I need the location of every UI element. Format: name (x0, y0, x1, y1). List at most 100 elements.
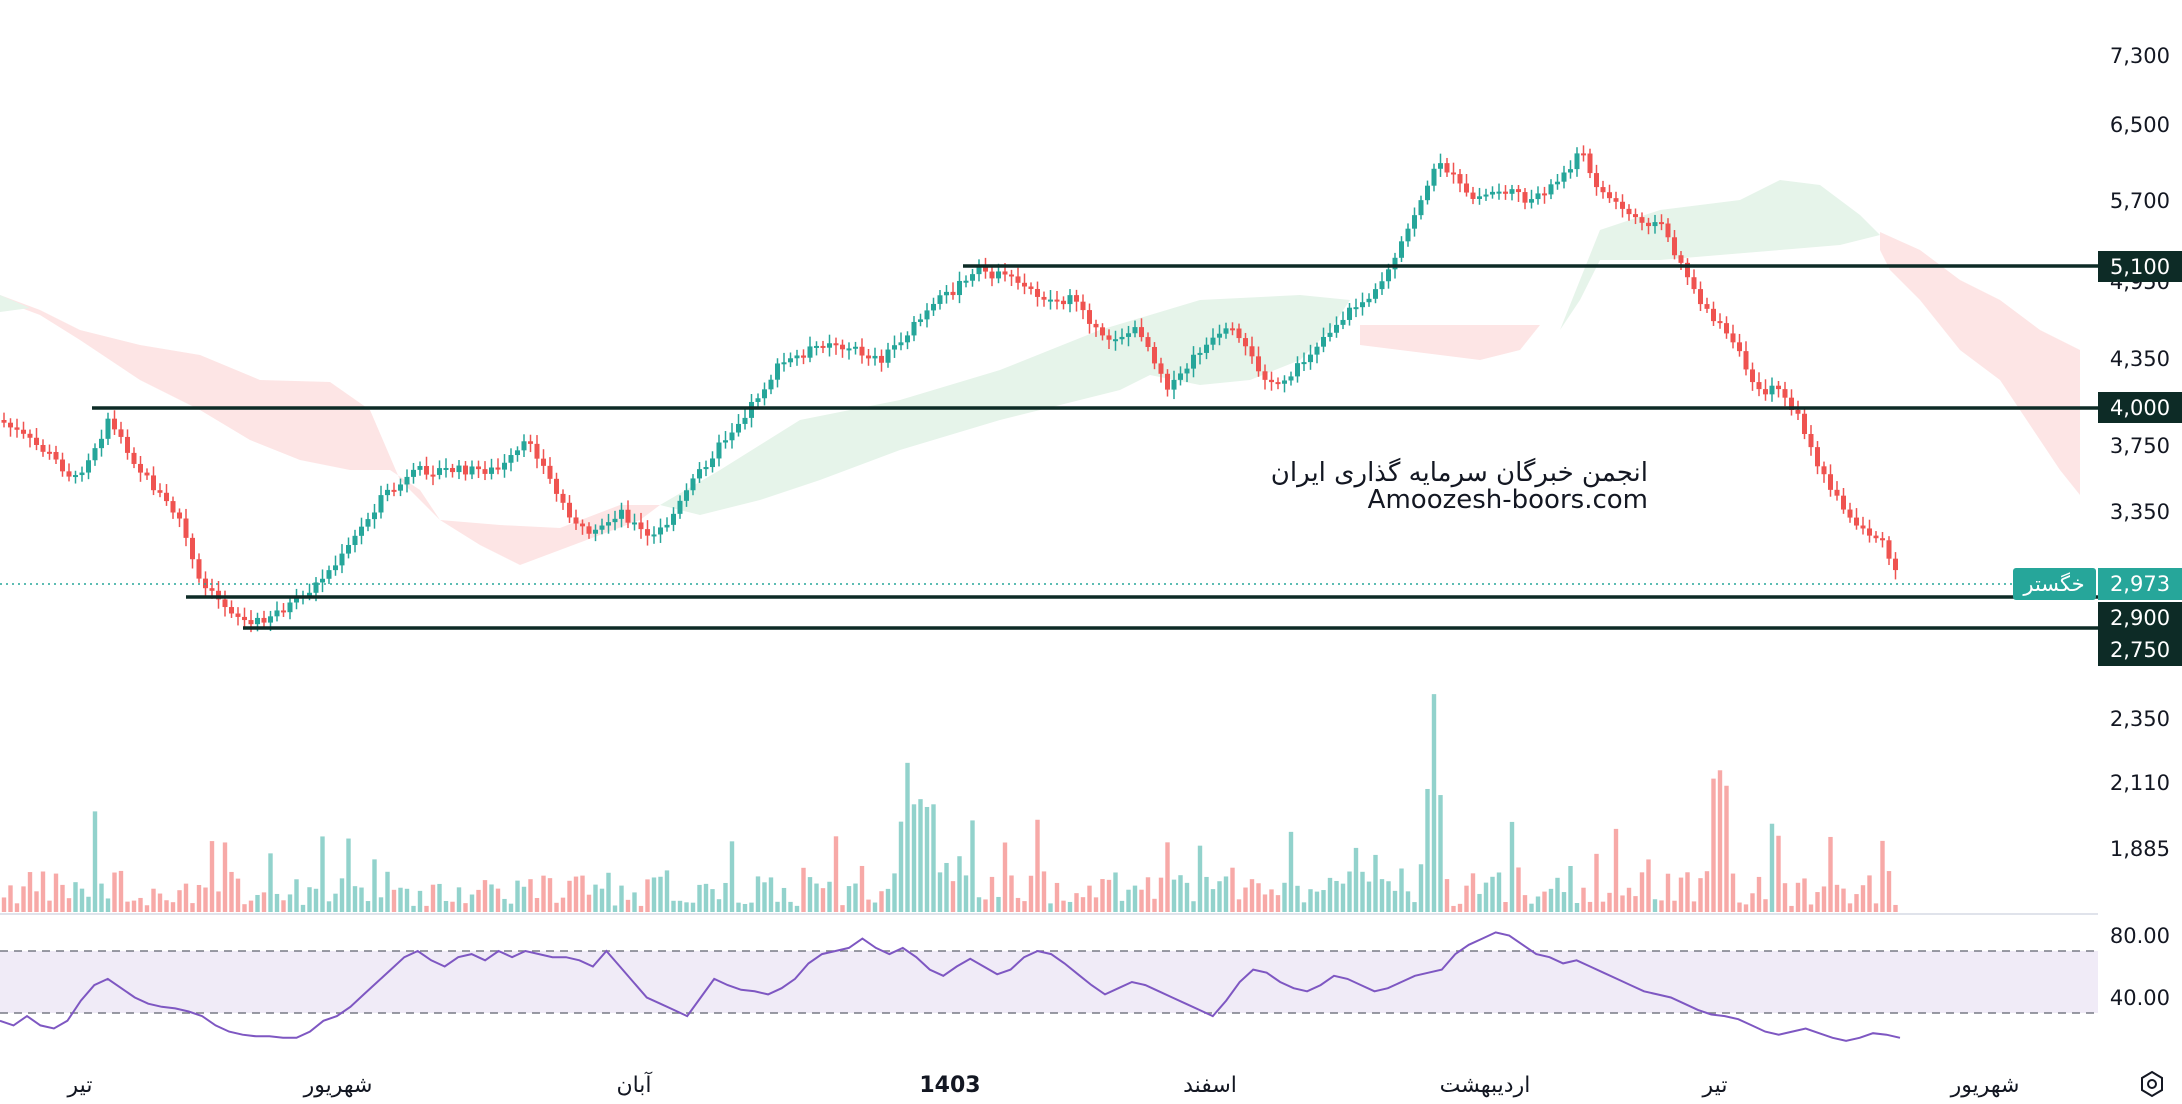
volume-bar (944, 862, 949, 912)
candle-body (1574, 153, 1580, 170)
volume-bar (1600, 901, 1606, 912)
candle-body (1711, 308, 1716, 322)
candle-body (1893, 558, 1898, 571)
candle-body (235, 613, 241, 617)
volume-bar (1685, 872, 1690, 912)
candle-body (177, 512, 182, 519)
volume-bar (346, 838, 351, 912)
volume-bar (671, 900, 676, 912)
volume-bar (632, 892, 637, 912)
candle-body (716, 442, 722, 459)
volume-bar (151, 888, 156, 912)
candle-body (924, 310, 930, 320)
volume-bar (1880, 840, 1885, 912)
candle-body (1568, 169, 1573, 173)
volume-bar (1652, 899, 1658, 912)
volume-bar (957, 856, 962, 912)
volume-bar (404, 888, 410, 912)
candle-body (131, 452, 137, 464)
candle-body (1639, 217, 1645, 223)
volume-bar (1542, 891, 1547, 912)
candlesticks (1, 145, 1898, 633)
volume-bar (261, 892, 267, 912)
volume-bar (788, 901, 793, 912)
volume-bar (1230, 867, 1235, 912)
volume-bar (1295, 885, 1300, 912)
volume-bar (1067, 901, 1073, 912)
svg-text:4,000: 4,000 (2110, 396, 2170, 420)
candle-body (92, 448, 98, 461)
candle-body (749, 401, 754, 418)
settings-icon[interactable] (2141, 1070, 2163, 1098)
candle-body (8, 422, 13, 428)
volume-bar (1139, 889, 1144, 912)
volume-bar (1886, 871, 1892, 912)
volume-bar (248, 900, 254, 912)
candle-body (950, 291, 956, 296)
candle-body (1041, 296, 1047, 300)
candle-body (411, 469, 416, 477)
watermark-title: انجمن خبرگان سرمایه گذاری ایران (1271, 457, 1648, 488)
candle-body (1737, 342, 1742, 352)
volume-bar (398, 887, 403, 912)
candle-body (911, 321, 917, 336)
candle-body (1665, 223, 1671, 238)
candle-body (521, 441, 527, 451)
candle-body (170, 501, 176, 513)
candle-body (79, 472, 85, 476)
svg-text:5,100: 5,100 (2110, 255, 2170, 279)
candle-body (1581, 153, 1586, 156)
volume-bar (1776, 835, 1781, 912)
volume-bar (1314, 891, 1320, 912)
candle-body (762, 389, 767, 399)
volume-bar (1737, 902, 1742, 912)
volume-bar (1334, 880, 1339, 912)
volume-bar (1763, 899, 1768, 912)
svg-text:خگستر: خگستر (2022, 572, 2084, 596)
candle-body (1789, 397, 1794, 410)
volume-bar (222, 842, 228, 912)
volume-bar (417, 890, 423, 912)
price-axis[interactable]: 7,300 6,500 5,700 4,950 4,350 3,750 3,35… (2110, 44, 2170, 861)
candle-body (66, 471, 72, 477)
volume-bar (807, 877, 813, 912)
candle-body (508, 455, 514, 463)
candle-body (853, 346, 858, 349)
volume-bar (430, 884, 436, 912)
volume-bar (1626, 887, 1632, 912)
volume-bar (645, 879, 650, 912)
candle-body (898, 342, 904, 346)
volume-bar (385, 871, 390, 912)
candle-body (1048, 299, 1053, 302)
volume-bar (508, 903, 514, 912)
candle-body (1867, 528, 1872, 536)
candle-body (736, 423, 741, 433)
volume-bar (1834, 884, 1840, 912)
candle-body (1035, 288, 1040, 297)
volume-bar (255, 894, 260, 912)
volume-bar (983, 899, 988, 912)
candle-body (996, 271, 1001, 279)
candle-body (599, 525, 605, 530)
candle-body (1288, 376, 1294, 381)
candle-body (820, 345, 826, 348)
volume-bar (313, 888, 319, 912)
volume-bar (437, 883, 442, 912)
time-axis[interactable]: تیر شهریور آبان 1403 اسفند اردیبهشت تیر … (67, 1071, 2020, 1098)
candle-body (1548, 184, 1554, 195)
volume-bar (840, 905, 845, 912)
candle-body (1171, 379, 1177, 390)
volume-bar (300, 904, 306, 912)
candle-body (1750, 369, 1755, 383)
candle-body (365, 519, 371, 527)
volume-bar (554, 902, 559, 912)
volume-bar (1496, 872, 1502, 912)
volume-bar (651, 877, 657, 912)
rsi-band (0, 951, 2098, 1013)
volume-bar (1841, 888, 1846, 912)
volume-bar (1425, 788, 1430, 912)
candle-body (1249, 346, 1255, 357)
volume-bar (1672, 900, 1677, 912)
volume-bar (177, 890, 182, 912)
